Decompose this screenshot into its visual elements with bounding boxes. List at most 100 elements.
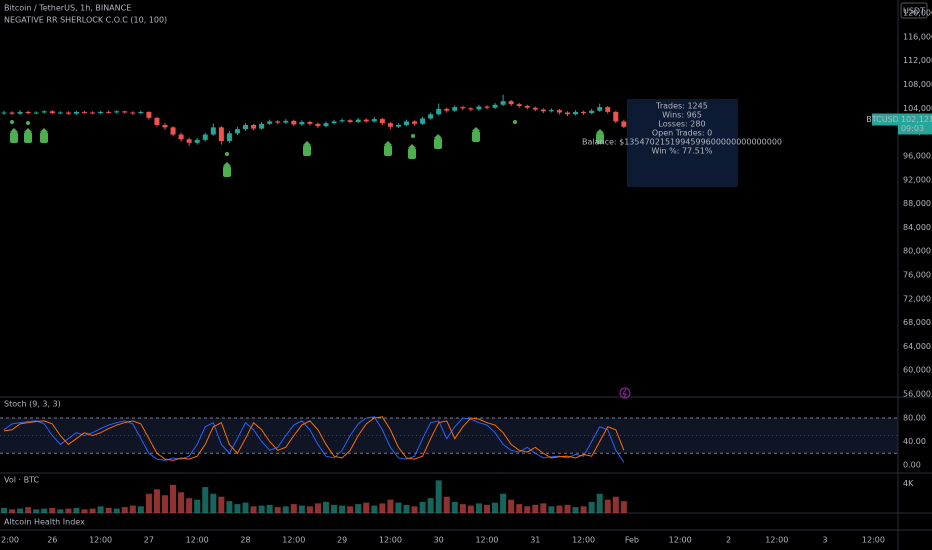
x-tick-label: 12:00 (765, 536, 788, 545)
candle-body (436, 108, 442, 115)
candle-body (130, 112, 136, 114)
candle-body (234, 129, 240, 134)
volume-bar (331, 504, 338, 513)
candle-body (371, 119, 377, 122)
x-tick-label: 12:00 (862, 536, 885, 545)
candle-body (339, 120, 345, 122)
volume-bar (145, 493, 152, 513)
symbol-title: Bitcoin / TetherUS, 1h, BINANCE (4, 4, 131, 13)
x-tick-label: 2 (726, 536, 731, 545)
y-tick-label: 0.00 (903, 461, 921, 470)
y-tick-label: 96,000.00 (903, 151, 932, 160)
plot-area: 2:00 26 12:00 27 12:00 28 12:00 29 12:00 30 12:00 3… (0, 94, 898, 545)
candle-body (532, 107, 538, 110)
candle-body (82, 111, 87, 113)
volume-bar (33, 509, 40, 513)
volume-bar (178, 492, 185, 513)
volume-bar (395, 502, 402, 513)
candle-body (476, 106, 482, 110)
buy-signal (472, 127, 480, 142)
volume-bar (153, 489, 160, 513)
candle-body (492, 104, 498, 108)
volume-bar (89, 508, 96, 513)
volume-bar (1, 507, 7, 513)
volume-bar (500, 493, 507, 513)
volume-bar (459, 504, 466, 513)
volume-bar (572, 507, 579, 513)
volume-bar (467, 505, 474, 513)
candle-body (98, 111, 104, 114)
y-tick-label: 76,000.00 (903, 270, 932, 279)
volume-bar (516, 504, 523, 513)
candle-body (363, 119, 369, 122)
buy-signal (223, 162, 231, 177)
volume-bar (226, 501, 233, 513)
x-tick-label: 12:00 (186, 536, 209, 545)
volume-bar (532, 504, 539, 513)
volume-bar (612, 496, 619, 513)
candle-body (178, 134, 184, 140)
buy-signal (434, 134, 442, 149)
candle-body (597, 107, 603, 111)
volume-bar (588, 501, 595, 513)
candle-body (613, 111, 619, 122)
candle-body (138, 111, 144, 114)
signals (10, 120, 604, 177)
candle-body (484, 106, 490, 108)
y-tick-label: 56,000.00 (903, 390, 932, 399)
volume-bar (210, 493, 217, 513)
candle-body (323, 123, 329, 127)
stats-line: Wins: 965 (662, 111, 702, 120)
currency-button[interactable] (900, 2, 928, 19)
price-badge (898, 113, 932, 135)
candle-body (41, 111, 47, 113)
x-tick-label: 28 (240, 536, 250, 545)
candle-body (299, 122, 305, 125)
volume-bar (484, 504, 490, 513)
y-tick-label: 92,000.00 (903, 175, 932, 184)
x-tick-label: 3 (823, 536, 828, 545)
candle-body (404, 121, 409, 125)
candle-body (170, 127, 176, 135)
candle-body (621, 121, 627, 127)
candle-body (9, 112, 15, 114)
y-tick-label: 64,000.00 (903, 342, 932, 351)
volume-bar (339, 505, 346, 513)
y-tick-label: 112,000.00 (903, 56, 932, 65)
volume-bar (218, 496, 225, 513)
volume-bar (290, 504, 297, 513)
candle-body (25, 111, 31, 114)
candle-body (33, 112, 39, 114)
candle-body (267, 121, 273, 124)
volume-bar (379, 503, 386, 513)
candle-body (210, 127, 216, 135)
event-icon[interactable] (619, 387, 631, 399)
volume-bar (258, 505, 265, 513)
stats-line: Losses: 280 (658, 120, 705, 129)
candle-body (379, 119, 385, 124)
volume-bar (137, 506, 144, 513)
candle-body (57, 112, 63, 114)
candle-body (500, 101, 506, 105)
y-tick-label: 4K (903, 479, 914, 488)
currency-label[interactable]: USDT (903, 7, 925, 16)
x-tick-label: 12:00 (379, 536, 402, 545)
candle-body (275, 121, 281, 123)
candle-body (508, 101, 514, 105)
volume-bar (129, 505, 136, 513)
candle-body (90, 112, 96, 114)
volume-bar (580, 506, 587, 513)
buy-signal (10, 128, 18, 143)
volume-bar (242, 502, 249, 513)
buy-signal (24, 128, 32, 143)
candle-body (218, 127, 224, 142)
volume-bar (41, 508, 48, 513)
ticker-badge (872, 113, 898, 126)
candle-body (331, 121, 337, 124)
volume-bar (202, 487, 209, 513)
ticker-label: BTCUSDT (866, 115, 904, 124)
y-tick-label: 88,000.00 (903, 199, 932, 208)
volume-bar (411, 506, 418, 513)
